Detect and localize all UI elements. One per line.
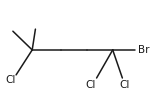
Text: Cl: Cl xyxy=(5,75,16,85)
Text: Cl: Cl xyxy=(120,80,130,90)
Text: Cl: Cl xyxy=(86,80,96,90)
Text: Br: Br xyxy=(138,45,149,55)
